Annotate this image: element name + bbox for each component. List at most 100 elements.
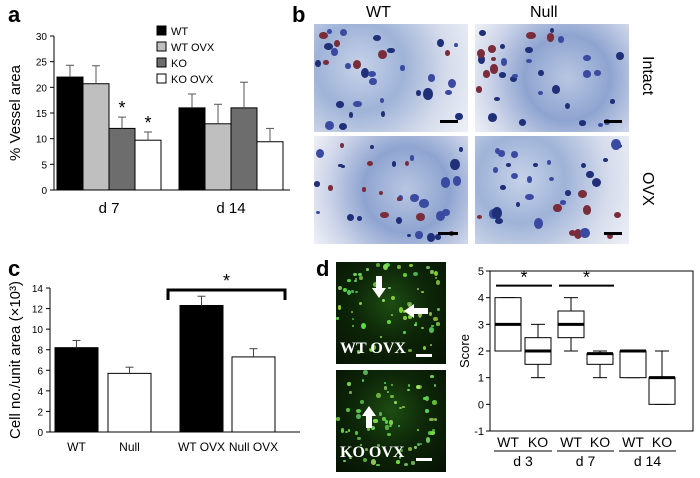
- col-label-null: Null: [530, 4, 558, 21]
- cell-nucleus: [415, 90, 421, 96]
- cell-nucleus: [518, 118, 527, 127]
- cell-nucleus: [525, 47, 533, 54]
- y-tick-label: 0: [37, 428, 43, 439]
- cell-nucleus: [546, 33, 555, 42]
- fluorescent-spot: [387, 320, 391, 324]
- chart-a: 0 5 10 15 20 25 30 % Vessel area d 7 d 14 * * WT WT O…: [7, 25, 290, 217]
- bar: [107, 372, 152, 433]
- fluorescent-spot: [385, 262, 390, 267]
- cell-nucleus: [316, 148, 325, 158]
- box: [648, 377, 676, 405]
- cell-nucleus: [487, 45, 497, 54]
- fluorescent-spot: [403, 272, 408, 277]
- cell-nucleus: [549, 177, 555, 182]
- fluorescent-spot: [341, 428, 345, 433]
- cell-nucleus: [426, 232, 436, 242]
- fluorescent-spot: [352, 272, 358, 277]
- fluorescent-spot: [369, 349, 372, 353]
- fluorescent-spot: [378, 412, 383, 417]
- fluorescent-spot: [427, 431, 433, 435]
- cell-nucleus: [314, 181, 321, 187]
- fluorescent-spot: [426, 266, 431, 270]
- fluorescent-spot: [383, 386, 387, 390]
- fluorescent-spot: [407, 384, 411, 388]
- fluorescent-spot: [430, 431, 436, 435]
- fluorescent-spot: [431, 324, 434, 328]
- cell-nucleus: [499, 44, 505, 50]
- cell-nucleus: [419, 199, 430, 208]
- cell-nucleus: [327, 185, 334, 191]
- fluorescent-spot: [414, 446, 418, 450]
- bar: [179, 304, 224, 433]
- fluorescent-spot: [420, 291, 425, 294]
- cell-nucleus: [440, 177, 451, 188]
- fluorescent-spot: [390, 313, 394, 317]
- cell-nucleus: [515, 202, 521, 208]
- fluorescent-spot: [407, 447, 413, 452]
- cell-nucleus: [565, 190, 572, 196]
- cell-nucleus: [404, 160, 409, 166]
- fluorescent-spot: [399, 448, 403, 453]
- bar: [231, 356, 276, 433]
- bar: [82, 83, 110, 191]
- scale-bar: [604, 232, 622, 235]
- fluorescent-spot: [351, 324, 354, 327]
- y-tick-label: 2: [478, 346, 484, 358]
- cell-nucleus: [609, 99, 615, 104]
- cell-nucleus: [315, 59, 321, 68]
- fluorescent-spot: [376, 443, 380, 447]
- x-tick-label: WT: [67, 440, 86, 454]
- fluorescent-spot: [399, 406, 402, 410]
- col-label-wt: WT: [366, 4, 391, 21]
- legend-label: KO OVX: [171, 74, 214, 86]
- cell-nucleus: [494, 217, 503, 225]
- x-tick-label: KO: [528, 434, 548, 450]
- fluorescent-spot: [403, 330, 407, 334]
- label-wt-ovx: WT OVX: [340, 340, 406, 357]
- cell-nucleus: [551, 85, 561, 94]
- x-tick-label: WT: [560, 434, 582, 450]
- fluorescent-spot: [341, 453, 345, 457]
- fluorescent-spot: [394, 401, 398, 404]
- fluorescent-spot: [386, 390, 389, 393]
- y-tick-label: 1: [478, 373, 484, 385]
- fluorescent-spot: [429, 327, 435, 333]
- cell-nucleus: [580, 163, 586, 169]
- scale-bar: [438, 232, 458, 235]
- cell-nucleus: [319, 32, 329, 40]
- fluorescent-spot: [398, 307, 404, 313]
- cell-nucleus: [340, 165, 345, 169]
- cell-nucleus: [525, 193, 534, 201]
- fluorescent-spot: [363, 370, 368, 376]
- bar: [204, 123, 232, 191]
- cell-nucleus: [611, 139, 621, 151]
- fluorescent-spot: [347, 290, 352, 296]
- y-tick-label: 25: [36, 58, 48, 69]
- fluorescent-spot: [388, 286, 391, 289]
- cell-nucleus: [339, 143, 345, 149]
- cell-nucleus: [550, 27, 555, 33]
- fluorescent-spot: [349, 391, 352, 394]
- cell-nucleus: [348, 112, 354, 119]
- fluorescent-spot: [395, 460, 401, 464]
- x-tick-label: WT: [497, 434, 519, 450]
- fluorescent-spot: [351, 318, 355, 321]
- fluorescent-spot: [362, 458, 367, 463]
- cell-nucleus: [330, 48, 338, 56]
- arrow-icon: [362, 406, 376, 428]
- cell-nucleus: [533, 218, 543, 230]
- cell-nucleus: [582, 205, 591, 215]
- cell-nucleus: [613, 211, 621, 218]
- cell-nucleus: [512, 73, 519, 79]
- fluorescent-spot: [359, 301, 363, 305]
- fluorescent-spot: [433, 270, 438, 276]
- micrograph-wt-ovx: [314, 136, 468, 244]
- x-tick-label: d 14: [216, 200, 245, 217]
- cell-nucleus: [568, 229, 577, 236]
- cell-nucleus: [526, 58, 532, 63]
- cell-nucleus: [458, 147, 463, 153]
- cell-nucleus: [386, 47, 395, 54]
- chart-c: 0 2 4 6 8 10 12 14 Cell no./unit area (×10³) WT Nu…: [7, 271, 300, 454]
- cell-nucleus: [586, 171, 594, 179]
- cell-nucleus: [501, 58, 508, 67]
